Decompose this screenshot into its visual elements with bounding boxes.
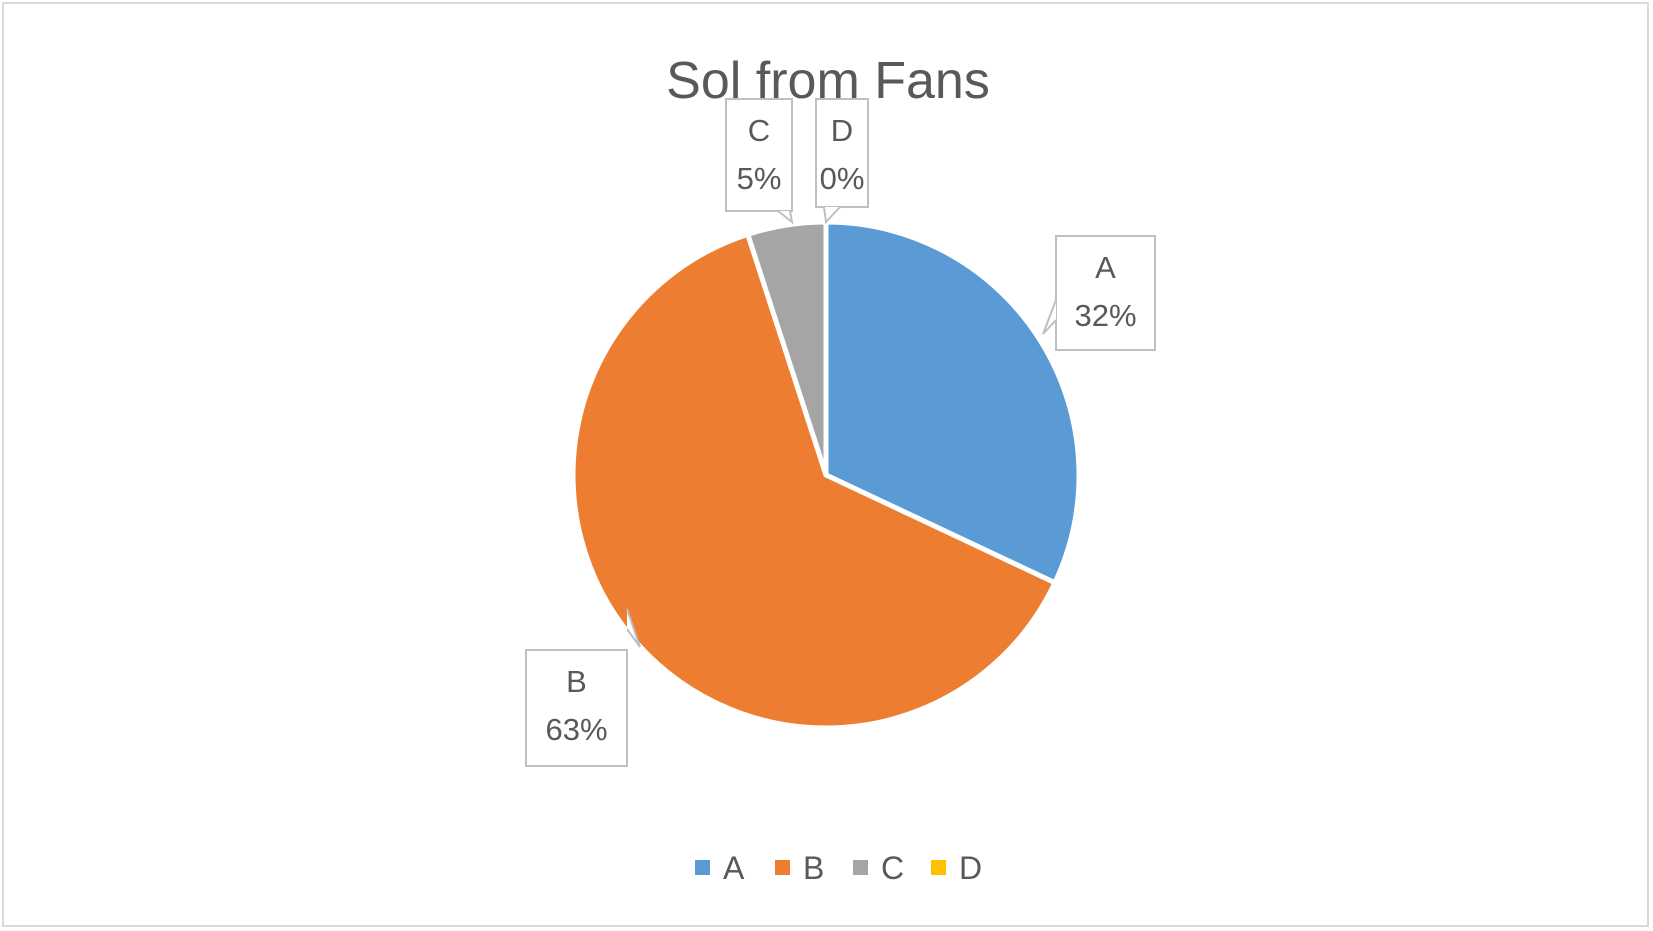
legend-label: A	[723, 850, 745, 886]
data-label-box	[815, 98, 869, 208]
data-label-category: A	[1095, 250, 1116, 285]
data-label-value: 5%	[737, 161, 782, 196]
legend-label: D	[959, 850, 982, 886]
legend-swatch	[931, 860, 946, 875]
data-label-box	[525, 649, 628, 767]
legend-swatch	[695, 860, 710, 875]
data-label-category: B	[566, 664, 587, 699]
data-label-category: C	[748, 113, 770, 148]
data-label-value: 0%	[820, 161, 865, 196]
legend-item-a: A	[695, 850, 745, 886]
legend-label: B	[803, 850, 824, 886]
legend-swatch	[853, 860, 868, 875]
legend-item-d: D	[931, 850, 982, 886]
data-label-box	[1055, 235, 1156, 351]
data-label-pointer	[823, 206, 841, 225]
legend-label: C	[881, 850, 904, 886]
legend-swatch	[775, 860, 790, 875]
data-label-value: 32%	[1074, 298, 1136, 333]
pie-slices	[570, 219, 1082, 731]
legend-item-b: B	[775, 850, 824, 886]
data-label-b: B 63%	[525, 608, 641, 767]
data-label-d: D 0%	[815, 98, 869, 225]
legend-item-c: C	[853, 850, 904, 886]
pie-slice-a	[823, 219, 1082, 586]
data-label-value: 63%	[545, 712, 607, 747]
data-label-pointer	[777, 210, 794, 225]
data-label-box	[725, 98, 793, 212]
data-label-pointer	[1042, 299, 1057, 335]
data-label-c: C 5%	[725, 98, 794, 225]
chart-legend: A B C D	[695, 850, 982, 886]
data-label-pointer	[626, 608, 641, 648]
data-label-a: A 32%	[1042, 235, 1156, 351]
data-label-category: D	[831, 113, 853, 148]
data-labels: A 32% B 63% C 5% D 0%	[525, 98, 1156, 767]
